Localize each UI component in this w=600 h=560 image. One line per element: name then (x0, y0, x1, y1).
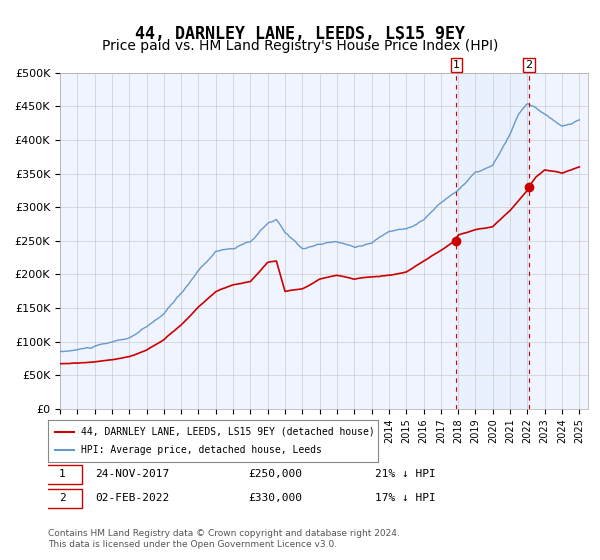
Text: 1: 1 (59, 469, 65, 479)
Text: 2: 2 (59, 493, 65, 503)
Text: 44, DARNLEY LANE, LEEDS, LS15 9EY (detached house): 44, DARNLEY LANE, LEEDS, LS15 9EY (detac… (81, 427, 375, 437)
Text: Price paid vs. HM Land Registry's House Price Index (HPI): Price paid vs. HM Land Registry's House … (102, 39, 498, 53)
Text: Contains HM Land Registry data © Crown copyright and database right 2024.
This d: Contains HM Land Registry data © Crown c… (48, 529, 400, 549)
Text: 44, DARNLEY LANE, LEEDS, LS15 9EY: 44, DARNLEY LANE, LEEDS, LS15 9EY (135, 25, 465, 43)
Text: HPI: Average price, detached house, Leeds: HPI: Average price, detached house, Leed… (81, 445, 322, 455)
Text: 24-NOV-2017: 24-NOV-2017 (95, 469, 170, 479)
Text: £330,000: £330,000 (248, 493, 302, 503)
FancyBboxPatch shape (43, 465, 82, 484)
Text: £250,000: £250,000 (248, 469, 302, 479)
Text: 1: 1 (453, 60, 460, 70)
Text: 02-FEB-2022: 02-FEB-2022 (95, 493, 170, 503)
FancyBboxPatch shape (43, 489, 82, 508)
Text: 2: 2 (525, 60, 532, 70)
Text: 17% ↓ HPI: 17% ↓ HPI (376, 493, 436, 503)
Text: 21% ↓ HPI: 21% ↓ HPI (376, 469, 436, 479)
Bar (457, 73, 529, 409)
